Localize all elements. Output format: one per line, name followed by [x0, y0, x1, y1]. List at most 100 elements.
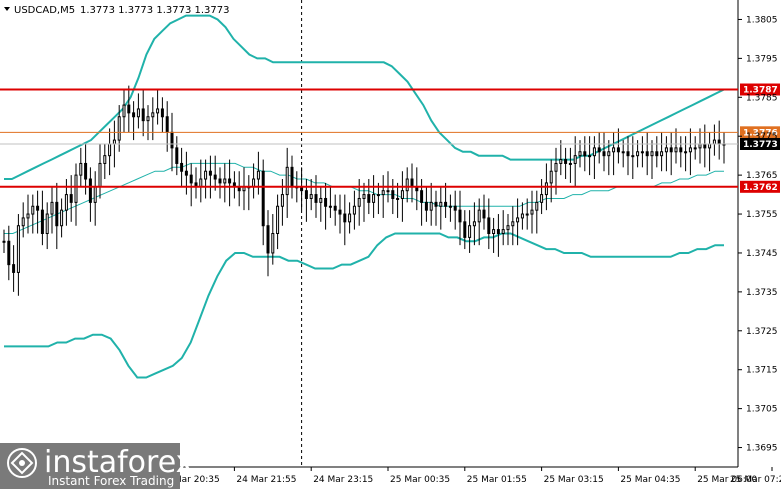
candle-body: [136, 108, 140, 118]
candle: [2, 229, 6, 253]
candle: [482, 194, 486, 230]
candle-body: [410, 178, 414, 188]
candle-body: [554, 162, 558, 172]
candle-body: [405, 178, 409, 192]
candle: [597, 132, 601, 164]
candle: [621, 140, 625, 168]
candle: [328, 186, 332, 218]
time-tick-label: 24 Mar 20:35: [160, 475, 220, 485]
time-tick-label: 25 Mar 00:35: [390, 475, 450, 485]
candle-body: [26, 213, 30, 219]
candle-body: [343, 213, 347, 223]
candle-body: [122, 104, 126, 118]
price-tick-label: 1.3705: [746, 405, 778, 415]
candle: [616, 128, 620, 164]
candle-body: [520, 213, 524, 219]
price-tick-label: 1.3695: [746, 444, 778, 454]
candle: [655, 136, 659, 168]
candle: [477, 198, 481, 246]
candle-body: [420, 190, 424, 203]
level-badge: [740, 180, 780, 193]
candle-body: [511, 221, 515, 227]
candle-body: [98, 162, 102, 188]
candle: [50, 186, 54, 234]
candle-body: [180, 162, 184, 172]
candle: [21, 202, 25, 238]
candle: [74, 163, 78, 226]
candle: [103, 143, 107, 180]
chart-header: USDCAD,M5 1.3773 1.3773 1.3773 1.3773: [4, 5, 230, 16]
time-tick-label: 25 Mar 01:55: [467, 475, 527, 485]
candle: [564, 147, 568, 180]
candle-body: [712, 139, 716, 145]
candle: [60, 198, 64, 238]
level-badge: [740, 83, 780, 96]
candle: [271, 214, 275, 265]
candle: [640, 136, 644, 168]
candle-body: [616, 147, 620, 153]
dropdown-triangle-icon[interactable]: [4, 7, 10, 11]
price-tick-label: 1.3715: [746, 366, 778, 376]
candle: [175, 136, 179, 176]
candle-body: [655, 151, 659, 157]
candle-body: [276, 205, 280, 234]
candle-body: [448, 205, 452, 208]
candle-body: [458, 209, 462, 223]
candle-body: [348, 213, 352, 223]
candle: [12, 245, 16, 292]
price-tick-label: 1.3745: [746, 249, 778, 259]
candle: [429, 182, 433, 226]
candle-body: [640, 151, 644, 154]
candle: [7, 225, 11, 281]
candle: [492, 217, 496, 253]
candle-body: [693, 147, 697, 150]
candle: [631, 136, 635, 180]
candle-body: [132, 112, 136, 118]
candle: [607, 140, 611, 176]
candle-body: [477, 209, 481, 223]
candle-body: [559, 159, 563, 164]
candle-body: [669, 147, 673, 153]
price-tick-label: 1.3735: [746, 288, 778, 298]
time-tick-label: 24 Mar 21:55: [236, 475, 296, 485]
candle-body: [376, 194, 380, 197]
candle-body: [525, 213, 529, 216]
candle: [405, 167, 409, 203]
candle-body: [324, 197, 328, 207]
candle-body: [333, 205, 337, 211]
candle: [602, 132, 606, 172]
candle-body: [367, 194, 371, 203]
candle: [381, 175, 385, 218]
candle-body: [496, 229, 500, 235]
candle: [213, 155, 217, 191]
candle-body: [218, 178, 222, 184]
candle: [496, 214, 500, 257]
candle: [261, 159, 265, 246]
candle-body: [549, 170, 553, 184]
candle-body: [213, 174, 217, 180]
candle-body: [564, 159, 568, 164]
candle-body: [535, 201, 539, 211]
candle: [549, 159, 553, 203]
candle-body: [621, 151, 625, 154]
price-tick-label: 1.3795: [746, 54, 778, 64]
candle-body: [429, 201, 433, 211]
symbol-label: USDCAD,M5: [14, 5, 75, 16]
candle-body: [2, 240, 6, 243]
candle-body: [79, 162, 83, 176]
price-tick-label: 1.3765: [746, 171, 778, 181]
candle-body: [472, 221, 476, 227]
candle-body: [578, 151, 582, 157]
candle: [333, 194, 337, 226]
price-tick-label: 1.3805: [746, 15, 778, 25]
candle-body: [352, 205, 356, 215]
candle: [319, 186, 323, 222]
candle: [396, 182, 400, 218]
candle-body: [60, 209, 64, 227]
candle-body: [266, 225, 270, 254]
candle-body: [506, 225, 510, 231]
candle-body: [597, 147, 601, 153]
candle: [424, 186, 428, 222]
candle-body: [160, 108, 164, 118]
